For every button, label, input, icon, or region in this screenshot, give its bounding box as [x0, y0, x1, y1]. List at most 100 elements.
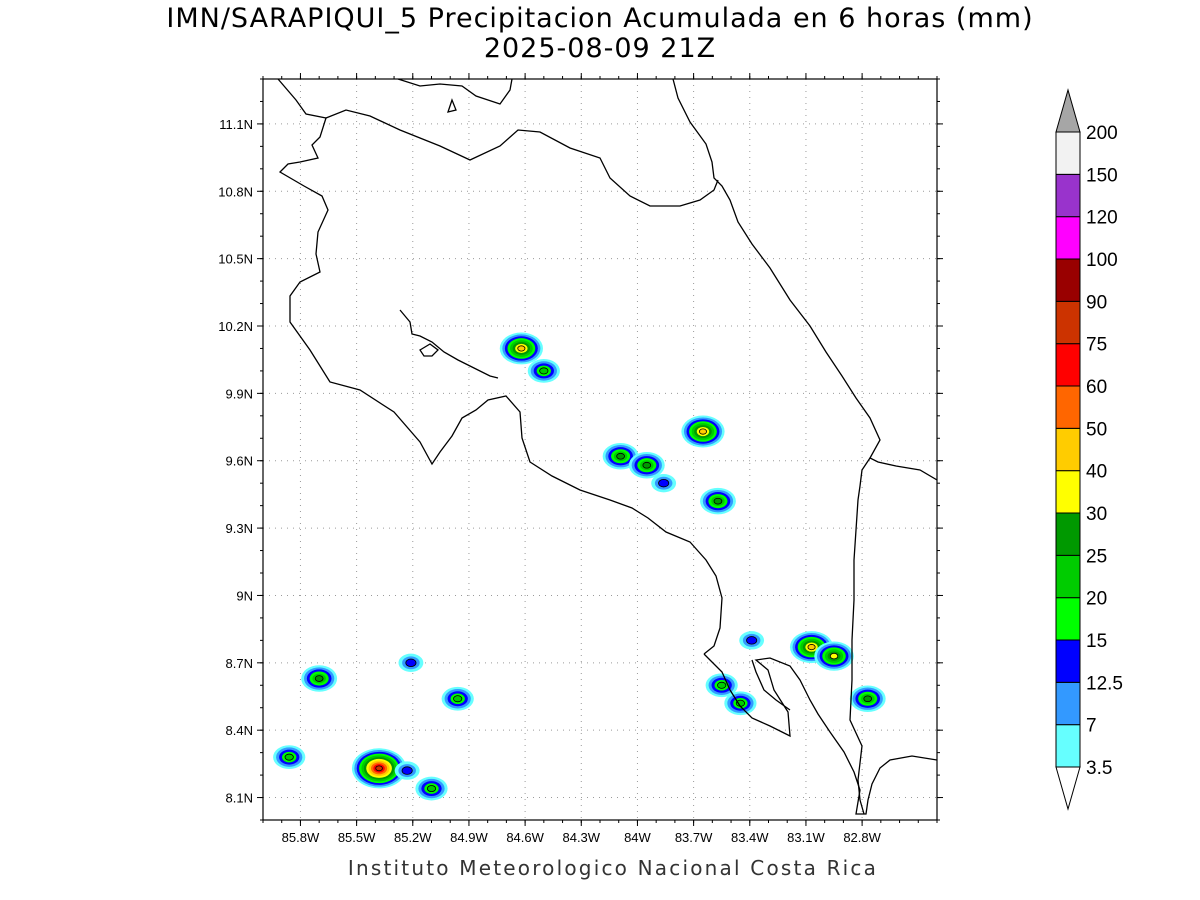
- precip-cell: [724, 691, 757, 716]
- colorbar-segment: [1055, 131, 1081, 175]
- colorbar-level-label: 120: [1086, 208, 1118, 229]
- precipitation-layer: [273, 332, 886, 801]
- precip-cell: [700, 487, 736, 515]
- island-chira: [419, 343, 439, 357]
- island-lake-nicaragua: [447, 98, 457, 113]
- precip-cell: [273, 745, 306, 770]
- lat-tick-label: 10.2N: [218, 319, 253, 334]
- precip-contour: [717, 681, 727, 689]
- colorbar-level-label: 12.5: [1086, 673, 1123, 694]
- lon-tick-label: 85.8W: [282, 830, 320, 845]
- coastline-nicoya-gulf: [399, 309, 499, 379]
- colorbar-level-label: 90: [1086, 292, 1107, 313]
- coastline-osa: [703, 653, 937, 815]
- map-axes: 11.1N 10.8N 10.5N 10.2N 9.9N 9.6N 9.3N 9N 8.7N 8.…: [218, 73, 943, 845]
- coastline-caribbean: [672, 79, 937, 481]
- colorbar-level-label: 200: [1086, 123, 1118, 144]
- precip-contour: [616, 452, 625, 460]
- precip-contour: [746, 636, 758, 645]
- lat-tick-label: 9.9N: [226, 386, 253, 401]
- lon-tick-label: 82.8W: [843, 830, 881, 845]
- precip-contour: [863, 695, 873, 703]
- lon-tick-label: 84W: [624, 830, 651, 845]
- precip-cell: [651, 474, 677, 493]
- lon-tick-label: 83.1W: [787, 830, 825, 845]
- colorbar-level-label: 30: [1086, 504, 1107, 525]
- colorbar-segment: [1055, 470, 1081, 514]
- colorbar-segment: [1055, 639, 1081, 683]
- precip-cell: [415, 776, 448, 801]
- map-timestamp: 2025-08-09 21Z: [483, 33, 717, 64]
- colorbar-segment: [1055, 173, 1081, 218]
- lat-tick-label: 8.4N: [226, 723, 253, 738]
- colorbar-segment: [1055, 385, 1081, 429]
- coastline-layer: [277, 79, 937, 815]
- precip-cell: [602, 442, 639, 470]
- colorbar-level-label: 150: [1086, 165, 1118, 186]
- precip-contour: [658, 479, 670, 488]
- border-panama: [849, 457, 871, 815]
- colorbar-segment: [1055, 597, 1081, 641]
- colorbar-segment: [1055, 427, 1081, 472]
- lat-tick-label: 11.1N: [219, 117, 253, 132]
- precip-cell: [739, 631, 765, 650]
- lon-tick-label: 84.9W: [450, 830, 488, 845]
- lat-tick-label: 10.8N: [218, 184, 253, 199]
- colorbar-level-label: 75: [1086, 335, 1107, 356]
- precip-cell: [394, 761, 420, 780]
- precip-contour: [698, 428, 707, 435]
- colorbar-level-label: 25: [1086, 546, 1107, 567]
- precip-cell: [441, 686, 474, 711]
- lat-tick-label: 10.5N: [218, 252, 253, 267]
- precip-contour: [314, 675, 324, 682]
- colorbar-segment: [1055, 216, 1081, 260]
- map-title: IMN/SARAPIQUI_5 Precipitacion Acumulada …: [166, 3, 1034, 34]
- precip-contour: [375, 765, 383, 772]
- colorbar-level-label: 3.5: [1086, 758, 1112, 779]
- lon-tick-label: 84.3W: [562, 830, 600, 845]
- colorbar-level-label: 20: [1086, 589, 1107, 610]
- colorbar-segment: [1055, 300, 1081, 345]
- colorbar-segment: [1055, 258, 1081, 302]
- precip-contour: [405, 658, 417, 667]
- lat-tick-label: 9.6N: [226, 454, 253, 469]
- lat-tick-label: 9.3N: [226, 521, 253, 536]
- precip-contour: [284, 753, 294, 761]
- precip-cell: [351, 748, 407, 789]
- colorbar-over-arrow: [1055, 88, 1081, 133]
- lat-tick-label: 8.7N: [226, 656, 253, 671]
- precip-contour: [539, 367, 549, 375]
- colorbar-level-label: 7: [1086, 716, 1097, 737]
- border-nicaragua: [325, 109, 719, 207]
- lon-tick-label: 83.7W: [675, 830, 713, 845]
- precip-cell: [499, 332, 543, 365]
- precip-contour: [713, 497, 723, 505]
- precip-cell: [398, 653, 424, 672]
- precip-cell: [301, 665, 338, 692]
- coastline-golfito: [751, 659, 791, 711]
- footer-credit: Instituto Meteorologico Nacional Costa R…: [347, 856, 879, 880]
- coastline-pacific-north: [277, 79, 723, 655]
- colorbar-segment: [1055, 724, 1081, 768]
- colorbar-level-label: 15: [1086, 631, 1107, 652]
- colorbar-segment: [1055, 512, 1081, 556]
- colorbar-segment: [1055, 554, 1081, 599]
- precip-contour: [807, 644, 816, 651]
- precip-contour: [453, 695, 463, 703]
- map-plot-area: [263, 79, 937, 820]
- lat-tick-label: 8.1N: [226, 791, 253, 806]
- colorbar-level-label: 60: [1086, 377, 1107, 398]
- lon-tick-label: 83.4W: [731, 830, 769, 845]
- precip-contour: [642, 461, 652, 469]
- colorbar-level-label: 100: [1086, 250, 1118, 271]
- map-gridlines: [263, 79, 937, 820]
- colorbar-segment: [1055, 681, 1081, 726]
- precip-contour: [829, 652, 839, 660]
- precip-contour: [517, 345, 526, 352]
- colorbar-level-label: 40: [1086, 462, 1107, 483]
- precip-cell: [628, 451, 665, 479]
- lon-tick-label: 84.6W: [506, 830, 544, 845]
- colorbar: 3.5 7 12.5 15 20 25 30 40 50 60 75 90 100 120 150 200: [1055, 88, 1123, 811]
- colorbar-under-arrow: [1055, 766, 1081, 811]
